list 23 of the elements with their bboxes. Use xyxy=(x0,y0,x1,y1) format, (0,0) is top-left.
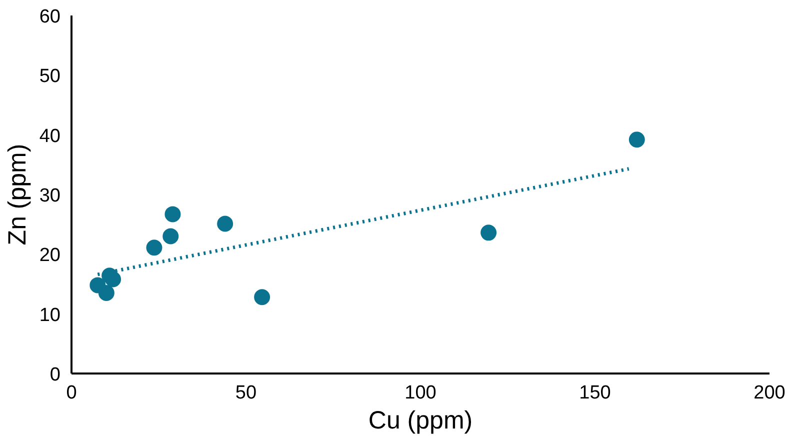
x-axis-title: Cu (ppm) xyxy=(368,406,473,434)
y-axis-title: Zn (ppm) xyxy=(3,144,32,246)
point xyxy=(628,132,645,148)
point xyxy=(217,216,234,232)
y-tick-label: 60 xyxy=(39,6,61,28)
x-tick-label: 50 xyxy=(235,382,257,404)
point xyxy=(105,271,122,288)
point xyxy=(162,228,179,244)
x-tick-label: 100 xyxy=(404,382,436,404)
point xyxy=(480,224,497,241)
y-tick-label: 50 xyxy=(39,66,61,88)
point xyxy=(254,289,270,306)
y-tick-label: 40 xyxy=(39,126,61,147)
x-tick-label: 150 xyxy=(579,382,611,404)
point xyxy=(164,206,181,222)
x-tick-label: 0 xyxy=(66,382,77,404)
y-tick-label: 30 xyxy=(39,186,61,206)
point xyxy=(146,240,162,256)
x-tick-label: 200 xyxy=(754,382,786,404)
point xyxy=(98,284,114,301)
y-tick-label: 20 xyxy=(39,245,61,266)
y-tick-label: 10 xyxy=(39,304,61,326)
y-tick-label: 0 xyxy=(50,364,61,386)
